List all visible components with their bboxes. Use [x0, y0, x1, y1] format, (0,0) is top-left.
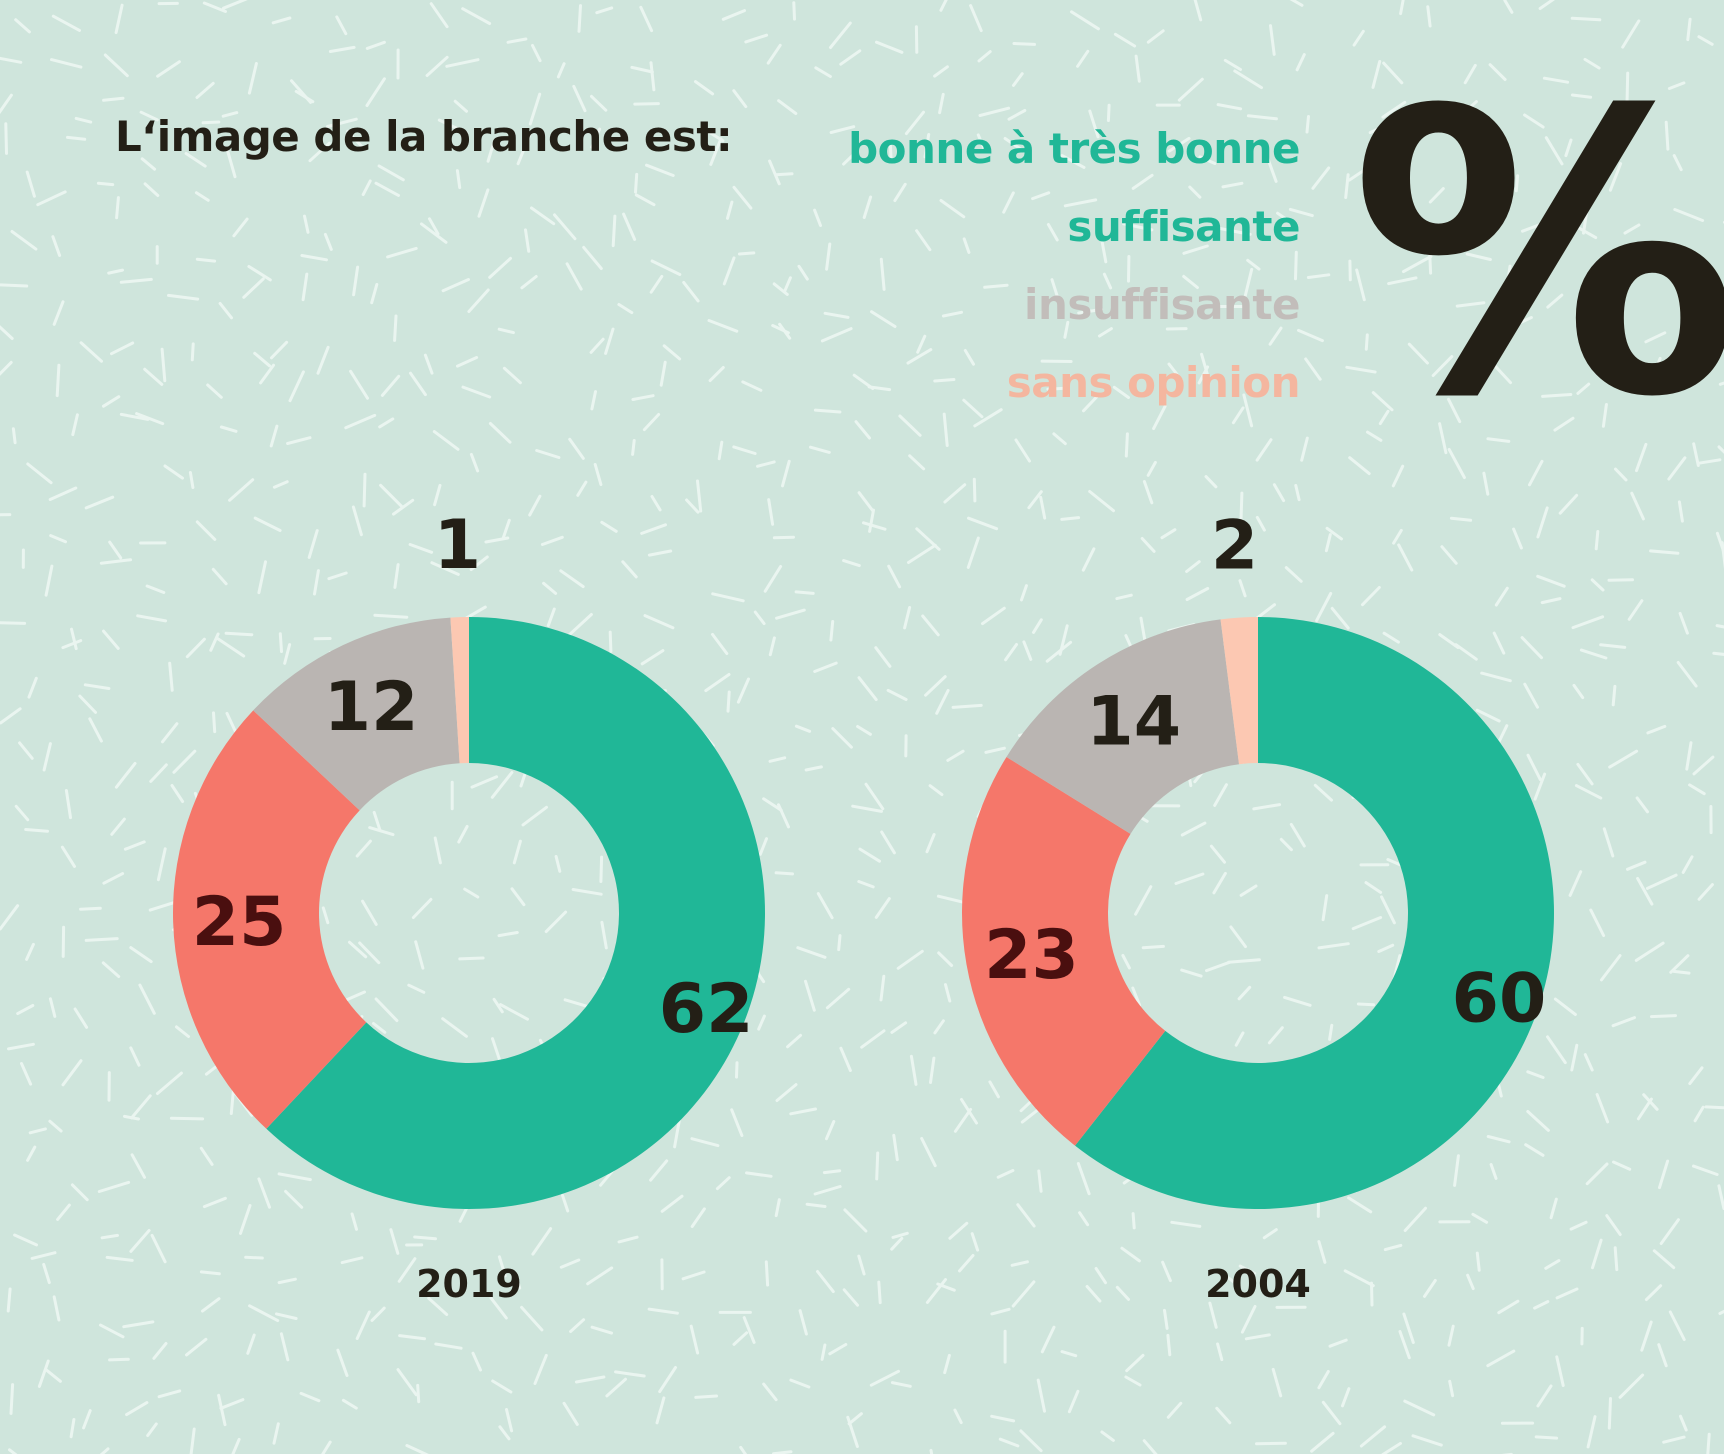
value-label-suffisante-2004: 23	[984, 916, 1079, 995]
value-label-insuffisante-2004: 14	[1086, 683, 1181, 762]
legend-item-bonne: bonne à très bonne	[848, 124, 1300, 173]
chart-title: L‘image de la branche est:	[115, 112, 733, 161]
slice-insuffisante-2004	[1006, 619, 1240, 834]
value-label-sans-opinion-2004: 2	[1211, 507, 1258, 586]
value-label-bonne-2019: 62	[659, 970, 754, 1049]
legend: bonne à très bonne suffisante insuffisan…	[848, 110, 1300, 422]
value-label-sans-opinion-2019: 1	[434, 506, 481, 585]
donut-2004: 60 23 14 2	[962, 507, 1554, 1209]
year-label-2019: 2019	[416, 1262, 522, 1306]
slice-suffisante-2004	[962, 756, 1166, 1146]
legend-item-suffisante: suffisante	[1067, 202, 1300, 251]
slice-bonne-2019	[266, 617, 766, 1210]
value-label-insuffisante-2019: 12	[324, 668, 419, 747]
slice-insuffisante-2019	[253, 617, 460, 811]
year-label-2004: 2004	[1205, 1262, 1311, 1306]
slice-sans-opinion-2004	[1220, 617, 1258, 765]
legend-item-insuffisante: insuffisante	[1024, 280, 1300, 329]
slice-sans-opinion-2019	[450, 617, 469, 764]
value-label-bonne-2004: 60	[1452, 959, 1547, 1038]
legend-item-sans-opinion: sans opinion	[1006, 358, 1301, 407]
slice-bonne-2004	[1075, 617, 1554, 1209]
percent-symbol: %	[1350, 28, 1724, 482]
value-label-suffisante-2019: 25	[192, 883, 287, 962]
slice-suffisante-2019	[173, 710, 367, 1129]
donut-2019: 62 25 12 1	[173, 506, 766, 1210]
